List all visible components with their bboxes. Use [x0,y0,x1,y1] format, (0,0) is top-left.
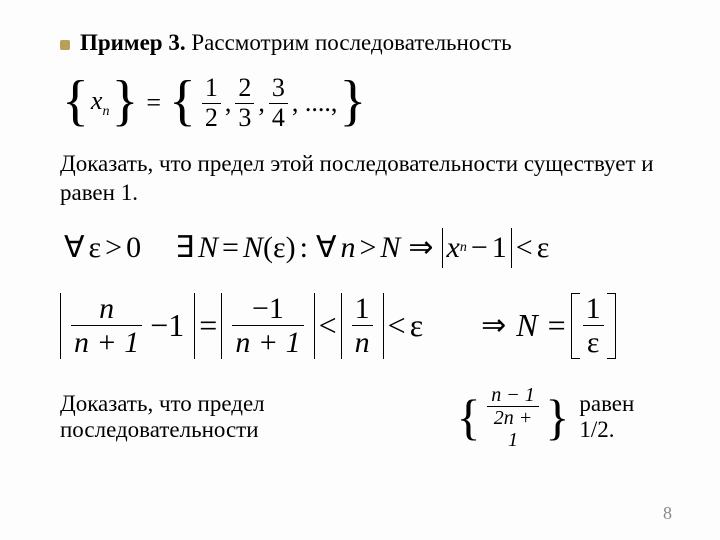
f2n: 2 [235,74,254,104]
statement-1: Доказать, что предел этой последовательн… [60,150,670,208]
heading-rest: Рассмотрим последовательность [186,30,512,55]
fLd: n + 1 [71,326,142,359]
f1d: 2 [202,104,221,133]
fMd: n + 1 [232,326,303,359]
statement-2: Доказать, что предел последовательности … [60,384,670,451]
bullet-icon [60,40,70,50]
epsilon-N-line: ∀ε >0 ∃N=N(ε) : ∀n>N ⇒ xn−1 <ε [60,228,670,268]
Nn: 1 [583,292,604,326]
s2d: 2n + 1 [487,407,540,451]
eps2: ε [273,231,286,265]
s2-right: равен 1/2. [579,391,670,443]
eps1: ε [89,231,102,265]
fRd: n [352,326,373,359]
eps4: ε [410,307,423,344]
f2d: 3 [235,104,254,133]
eps3: ε [537,231,550,265]
s2-left: Доказать, что предел последовательности [60,391,447,443]
f3d: 4 [269,104,288,133]
heading: Пример 3. Рассмотрим последовательность [60,30,670,56]
f3n: 3 [269,74,288,104]
sequence-definition: { xn } = { 12 , 23 , 34 , ...., } [60,74,670,132]
page-number: 8 [663,503,672,524]
s2n: n − 1 [487,384,540,407]
dots: , ...., [292,88,338,118]
fRn: 1 [352,292,373,326]
f1n: 1 [202,74,221,104]
derivation-line: n n + 1 −1 = −1 n + 1 < 1 n < ε ⇒ N = 1 [60,293,670,359]
fLn: n [71,292,142,326]
fMn: −1 [232,292,303,326]
heading-bold: Пример 3. [80,30,186,55]
Nd: ε [583,326,604,359]
